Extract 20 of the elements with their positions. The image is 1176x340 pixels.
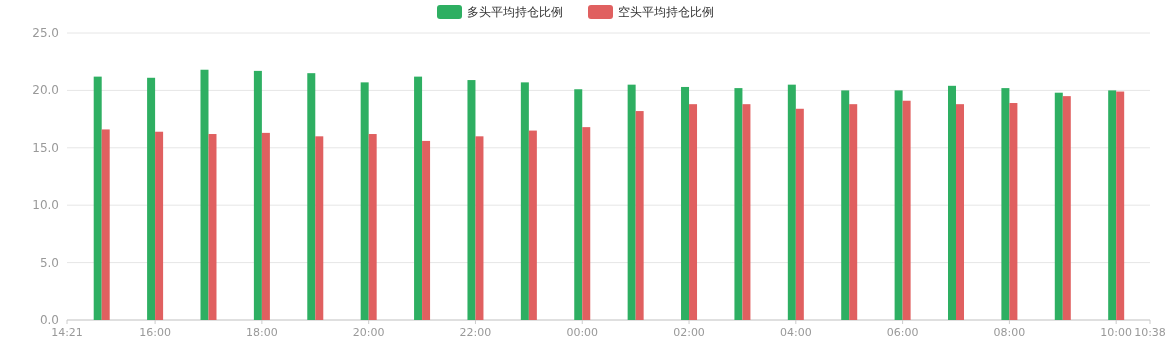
x-tick-label: 02:00 — [673, 326, 705, 339]
x-tick-label: 10:00 — [1100, 326, 1133, 339]
x-tick-label: 00:00 — [566, 326, 599, 339]
y-tick-label: 25.0 — [32, 26, 59, 40]
x-tick-label: 22:00 — [459, 326, 492, 339]
legend-label: 多头平均持仓比例 — [467, 5, 563, 19]
legend-label: 空头平均持仓比例 — [618, 5, 714, 19]
y-tick-label: 20.0 — [32, 83, 59, 98]
y-tick-label: 5.0 — [39, 255, 59, 270]
x-tick-label: 06:00 — [886, 326, 919, 339]
x-tick-label: 16:00 — [139, 326, 171, 339]
y-tick-label: 10.0 — [32, 198, 59, 213]
x-tick-label: 04:00 — [779, 326, 812, 339]
y-tick-label: 0.0 — [39, 313, 59, 327]
x-tick-label: 08:00 — [993, 326, 1026, 339]
y-tick-label: 15.0 — [32, 140, 59, 155]
x-tick-label: 10:38 — [1134, 326, 1166, 339]
x-tick-label: 18:00 — [246, 326, 278, 339]
x-tick-label: 20:00 — [352, 326, 385, 339]
x-tick-label: 14:21 — [51, 326, 83, 339]
